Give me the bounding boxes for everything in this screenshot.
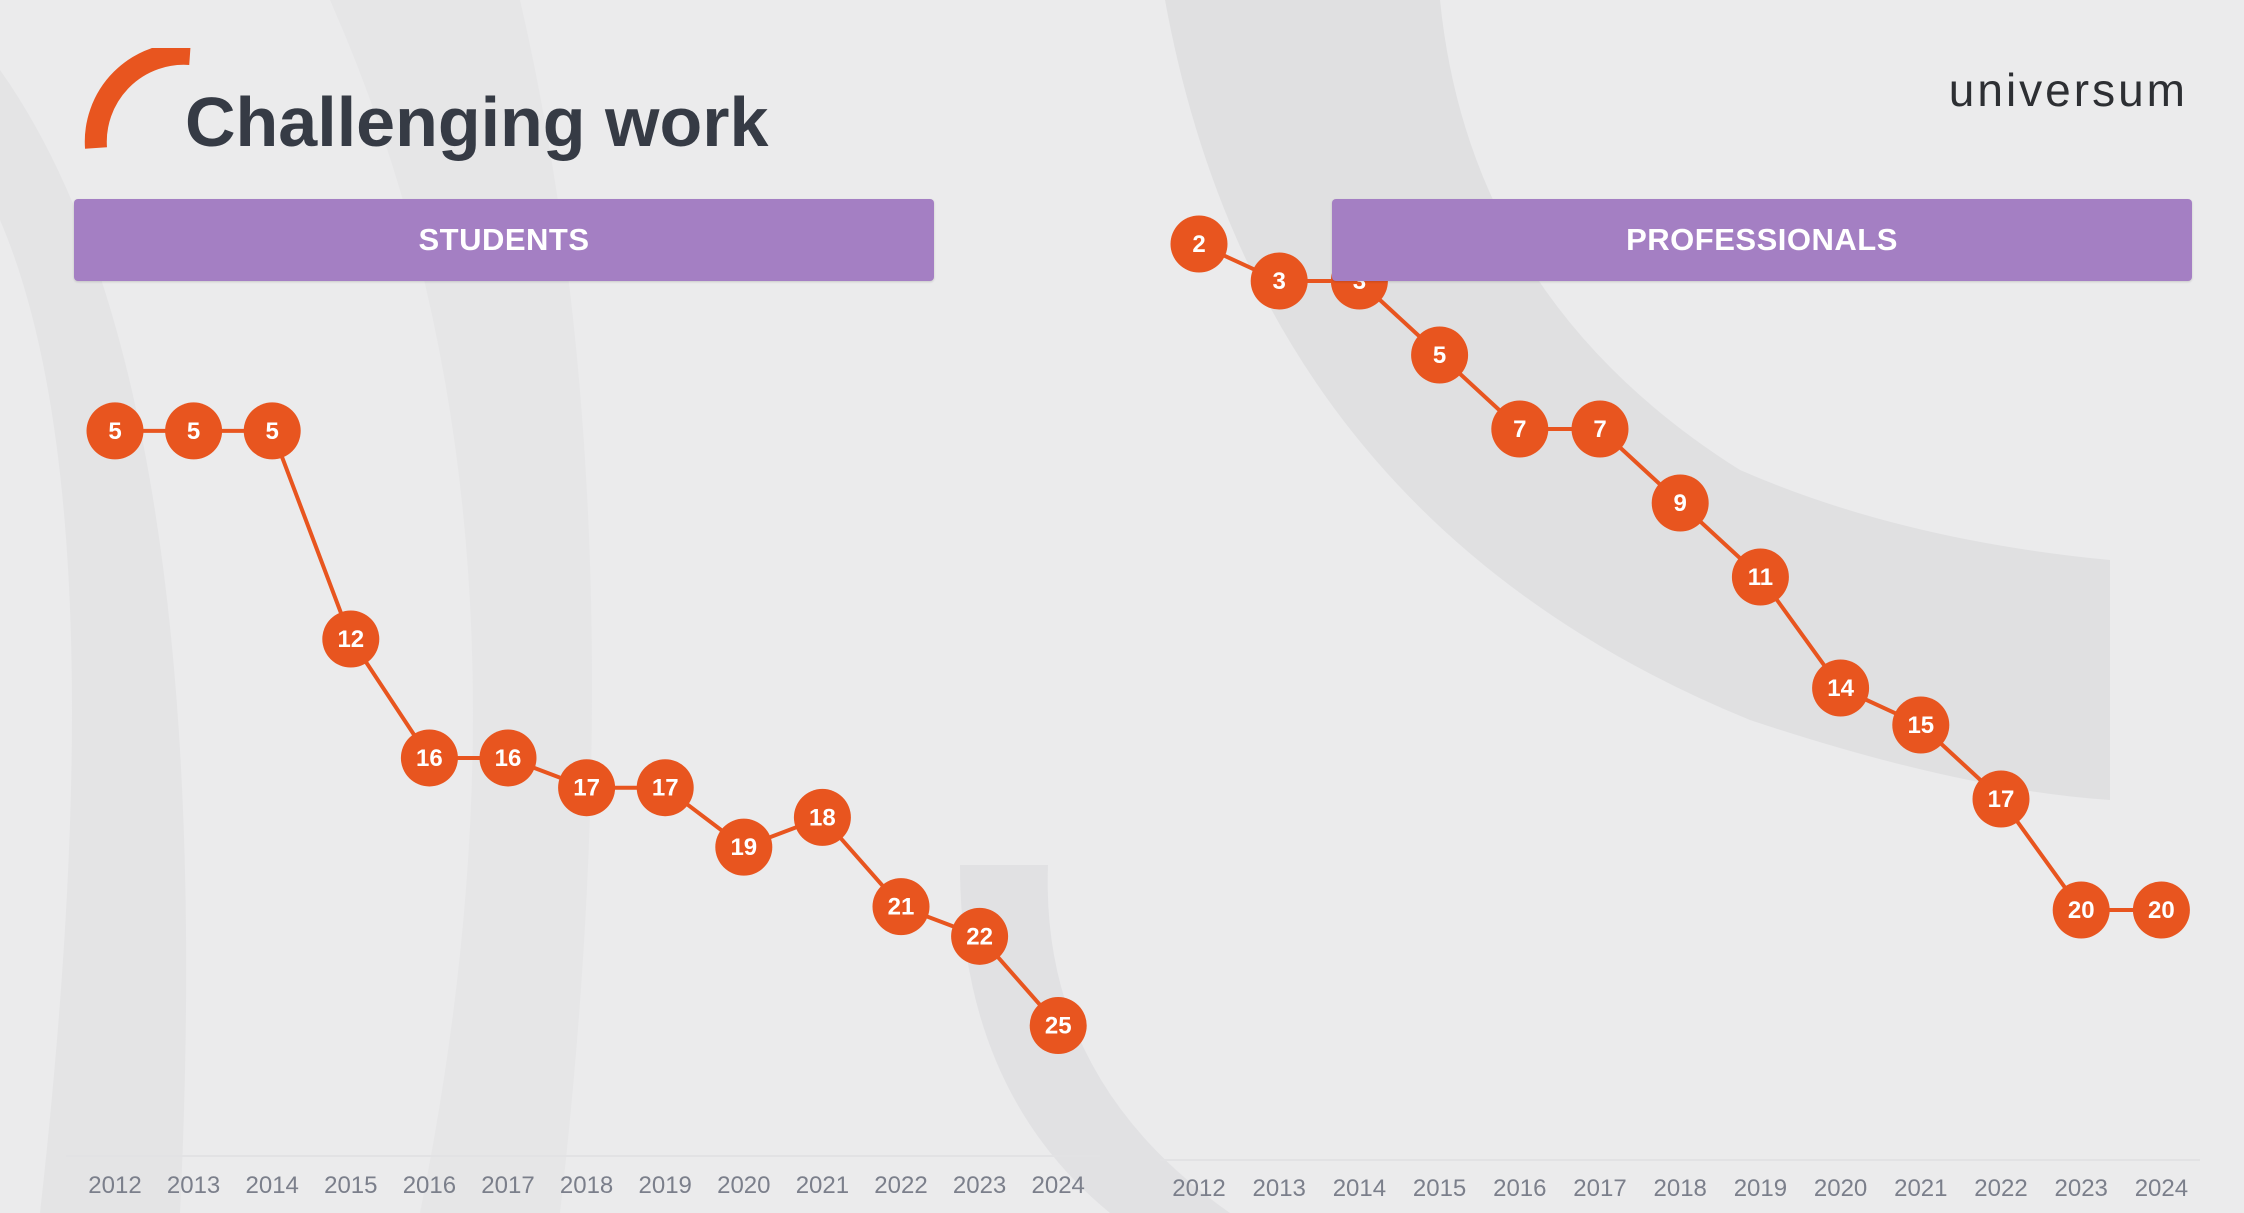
students-chart: 5 5 5 12 16 16 17 17 19 18 21 22 25 2012 2013 2014 2015 2… [86,402,1087,1199]
professionals-data-label-2023: 20 [2068,897,2095,924]
students-x-tick-2017: 2017 [481,1172,534,1199]
students-point-2016 [400,729,458,787]
students-data-label-2016: 16 [416,745,443,772]
students-series-line [115,428,1060,1027]
professionals-x-tick-2013: 2013 [1253,1175,1306,1202]
professionals-point-2018 [1651,474,1709,532]
professionals-data-label-2017: 7 [1593,416,1606,443]
students-point-2014 [243,402,301,460]
professionals-x-tick-2023: 2023 [2055,1175,2108,1202]
professionals-data-label-2013: 3 [1273,268,1286,295]
professionals-point-2022 [1972,770,2030,828]
professionals-header: PROFESSIONALS [1332,199,2192,281]
title-arc-icon [84,48,191,149]
students-header: STUDENTS [74,199,934,281]
students-x-tick-2016: 2016 [403,1172,456,1199]
students-point-2022 [872,878,930,936]
professionals-point-2019 [1731,548,1789,606]
professionals-x-tick-2017: 2017 [1573,1175,1626,1202]
students-x-tick-2024: 2024 [1032,1172,1085,1199]
professionals-data-label-2020: 14 [1827,675,1854,702]
professionals-data-label-2016: 7 [1513,416,1526,443]
students-x-tick-2015: 2015 [324,1172,377,1199]
professionals-point-2015 [1411,326,1469,384]
professionals-x-tick-2014: 2014 [1333,1175,1386,1202]
professionals-x-tick-2018: 2018 [1654,1175,1707,1202]
students-point-2019 [636,759,694,817]
students-data-label-2019: 17 [652,775,679,802]
professionals-x-tick-2012: 2012 [1172,1175,1225,1202]
students-point-2020 [715,818,773,876]
page-title: Challenging work [185,83,769,161]
students-data-label-2023: 22 [966,923,993,950]
professionals-x-tick-2019: 2019 [1734,1175,1787,1202]
students-x-tick-2022: 2022 [874,1172,927,1199]
students-x-tick-2018: 2018 [560,1172,613,1199]
professionals-point-2013 [1250,252,1308,310]
professionals-point-2023 [2052,881,2110,939]
students-data-label-2024: 25 [1045,1013,1072,1040]
professionals-x-tick-2021: 2021 [1894,1175,1947,1202]
students-x-tick-2014: 2014 [246,1172,299,1199]
professionals-data-label-2019: 11 [1748,564,1773,591]
students-data-label-2014: 5 [266,418,279,445]
students-point-2012 [86,402,144,460]
students-point-2017 [479,729,537,787]
professionals-data-label-2022: 17 [1988,786,2015,813]
students-data-label-2017: 16 [495,745,522,772]
students-point-2021 [793,788,851,846]
professionals-x-tick-2016: 2016 [1493,1175,1546,1202]
professionals-point-2017 [1571,400,1629,458]
professionals-x-tick-2015: 2015 [1413,1175,1466,1202]
students-point-2013 [165,402,223,460]
students-x-tick-2023: 2023 [953,1172,1006,1199]
students-data-label-2021: 18 [809,804,836,831]
professionals-point-2012 [1170,215,1228,273]
students-x-tick-2020: 2020 [717,1172,770,1199]
professionals-data-label-2015: 5 [1433,342,1446,369]
students-point-2018 [558,759,616,817]
professionals-data-label-2024: 20 [2148,897,2175,924]
students-point-2015 [322,610,380,668]
students-data-label-2018: 17 [573,775,600,802]
brand-logo: universum [1948,64,2188,116]
professionals-x-tick-2022: 2022 [1974,1175,2027,1202]
professionals-point-2024 [2132,881,2190,939]
professionals-point-2016 [1491,400,1549,458]
students-data-label-2022: 21 [888,894,915,921]
students-x-tick-2013: 2013 [167,1172,220,1199]
students-x-tick-2021: 2021 [796,1172,849,1199]
students-data-label-2012: 5 [108,418,121,445]
professionals-x-tick-2020: 2020 [1814,1175,1867,1202]
students-x-tick-2019: 2019 [639,1172,692,1199]
professionals-data-label-2018: 9 [1674,490,1687,517]
professionals-point-2021 [1892,696,1950,754]
professionals-data-label-2021: 15 [1907,712,1934,739]
professionals-x-tick-2024: 2024 [2135,1175,2188,1202]
students-data-label-2015: 12 [337,626,364,653]
students-data-label-2020: 19 [730,834,757,861]
students-point-2024 [1029,997,1087,1055]
students-x-tick-2012: 2012 [88,1172,141,1199]
students-data-label-2013: 5 [187,418,200,445]
students-point-2023 [951,907,1009,965]
professionals-point-2020 [1812,659,1870,717]
professionals-data-label-2012: 2 [1192,231,1205,258]
